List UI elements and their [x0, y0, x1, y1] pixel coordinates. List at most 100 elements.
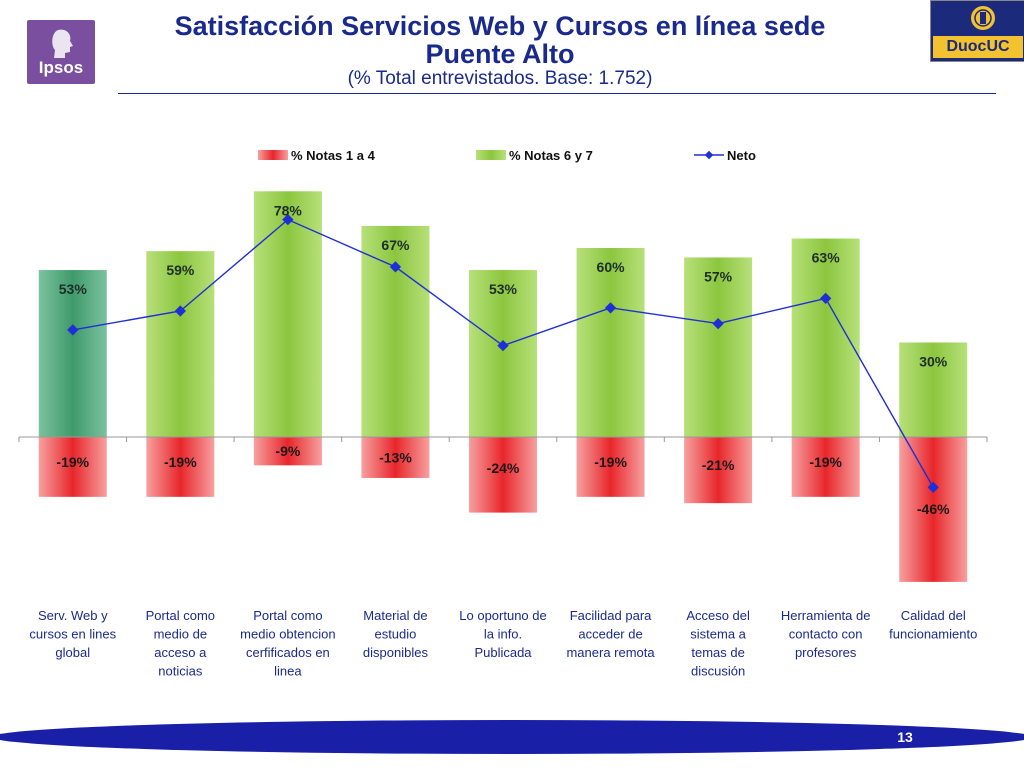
data-label-notas-6-7: 63%: [812, 250, 841, 266]
data-label-notas-1-4: -13%: [379, 449, 412, 465]
bar-notas-6-7: [38, 270, 107, 437]
category-label: Herramienta de contacto con profesores: [781, 608, 871, 660]
head-silhouette-icon: [52, 29, 73, 58]
legend-notas-1-4: % Notas 1 a 4: [258, 148, 376, 163]
category-label-line: manera remota: [566, 645, 655, 660]
bar-notas-6-7: [684, 257, 753, 437]
footer-band: [0, 720, 1024, 754]
category-label-line: Acceso del: [686, 608, 750, 623]
category-label-line: Facilidad para: [570, 608, 652, 623]
neto-point: [497, 339, 509, 352]
ipsos-logo-text: Ipsos: [38, 58, 84, 77]
category-label: Facilidad para acceder de manera remota: [566, 608, 655, 660]
data-label-notas-1-4: -9%: [275, 443, 300, 459]
neto-point: [282, 213, 294, 226]
legend-neto-marker: [704, 150, 714, 160]
data-label-notas-1-4: -24%: [487, 460, 520, 476]
legend-notas-6-7-label: % Notas 6 y 7: [509, 148, 593, 163]
legend-notas-6-7: % Notas 6 y 7: [476, 148, 593, 163]
bar-notas-6-7: [899, 342, 968, 437]
category-label-line: Serv. Web y: [38, 608, 108, 623]
category-label-line: acceso a: [154, 645, 207, 660]
legend-neto: Neto: [694, 148, 756, 163]
category-label-line: cursos en lines: [29, 627, 116, 642]
category-label-line: profesores: [795, 645, 857, 660]
duoc-logo-text: DuocUC: [933, 36, 1023, 58]
data-label-notas-6-7: 59%: [166, 262, 195, 278]
category-label-line: funcionamiento: [889, 627, 977, 642]
bar-notas-6-7: [361, 225, 430, 437]
bar-notas-1-4: [469, 437, 537, 513]
category-label-line: discusión: [691, 664, 745, 679]
category-label: Acceso del sistema a temas de discusión: [686, 608, 750, 679]
category-label-line: contacto con: [789, 627, 863, 642]
bar-notas-6-7: [253, 191, 322, 437]
series-notas-6-7: [38, 191, 968, 437]
page-title: Satisfacción Servicios Web y Cursos en l…: [120, 12, 880, 68]
category-label-line: Herramienta de: [781, 608, 871, 623]
category-label: Serv. Web y cursos en lines global: [29, 608, 116, 660]
category-label-line: Lo oportuno de: [459, 608, 546, 623]
duoc-logo: DuocUC: [930, 0, 1024, 62]
category-label-line: noticias: [158, 664, 203, 679]
data-label-notas-1-4: -19%: [594, 454, 627, 470]
category-label-line: linea: [274, 664, 302, 679]
category-label: Portal como medio obtencion cerfificados e…: [240, 608, 335, 679]
bar-notas-1-4: [38, 437, 107, 497]
bar-notas-1-4: [361, 437, 430, 478]
legend-notas-6-7-swatch: [476, 150, 506, 160]
data-label-notas-1-4: -19%: [809, 454, 842, 470]
category-label-line: disponibles: [363, 645, 429, 660]
category-label-line: Calidad del: [901, 608, 966, 623]
bar-notas-1-4: [576, 437, 645, 497]
data-label-notas-6-7: 53%: [59, 281, 88, 297]
category-label-line: Material de: [363, 608, 427, 623]
legend-neto-label: Neto: [727, 148, 756, 163]
page-subtitle: (% Total entrevistados. Base: 1.752): [347, 68, 653, 89]
legend-notas-1-4-label: % Notas 1 a 4: [291, 148, 376, 163]
data-label-notas-6-7: 78%: [274, 202, 303, 218]
category-labels: Serv. Web y cursos en lines global Portal c…: [29, 608, 977, 679]
category-label: Material de estudio disponibles: [363, 608, 429, 660]
category-label-line: temas de: [691, 645, 744, 660]
neto-point: [174, 305, 186, 317]
data-label-notas-6-7: 67%: [381, 237, 410, 253]
category-label: Portal como medio de acceso a noticias: [146, 608, 215, 679]
category-label-line: medio de: [154, 627, 207, 642]
x-axis: [18, 436, 988, 442]
category-label-line: medio obtencion: [240, 627, 335, 642]
bar-notas-6-7: [576, 248, 645, 437]
series-notas-1-4: [38, 437, 968, 582]
data-label-notas-1-4: -21%: [702, 457, 735, 473]
neto-point: [604, 302, 617, 314]
bar-notas-1-4: [146, 437, 215, 497]
page-number: 13: [897, 729, 913, 745]
bar-notas-1-4: [684, 437, 753, 504]
bar-notas-1-4: [899, 437, 968, 582]
university-seal-icon: [969, 4, 997, 32]
bar-notas-6-7: [791, 238, 860, 437]
data-label-notas-1-4: -19%: [56, 454, 89, 470]
bar-notas-6-7: [146, 251, 215, 437]
category-label-line: la info.: [484, 627, 522, 642]
data-label-notas-1-4: -19%: [164, 454, 197, 470]
title-line-2: Puente Alto: [425, 39, 575, 69]
title-line-1: Satisfacción Servicios Web y Cursos en l…: [174, 11, 826, 41]
bar-notas-1-4: [791, 437, 860, 497]
data-label-notas-6-7: 30%: [919, 354, 948, 370]
category-label-line: Portal como: [253, 608, 322, 623]
data-label-notas-6-7: 57%: [704, 268, 733, 284]
ipsos-logo: Ipsos: [27, 20, 95, 84]
neto-point: [820, 292, 832, 305]
bar-notas-6-7: [469, 270, 537, 437]
category-label: Lo oportuno de la info. Publicada: [459, 608, 546, 660]
data-label-notas-1-4: -46%: [917, 501, 950, 517]
value-labels: 53% -19% 59% -19% 78% -9% 67% -13% 53% -24% 60% -19…: [56, 202, 950, 517]
title-divider: [118, 93, 996, 94]
bar-notas-1-4: [253, 437, 322, 466]
category-label-line: acceder de: [578, 627, 642, 642]
category-label-line: sistema a: [690, 627, 746, 642]
category-label-line: Publicada: [474, 645, 532, 660]
category-label-line: cerfificados en: [246, 645, 330, 660]
legend-notas-1-4-swatch: [258, 150, 288, 160]
